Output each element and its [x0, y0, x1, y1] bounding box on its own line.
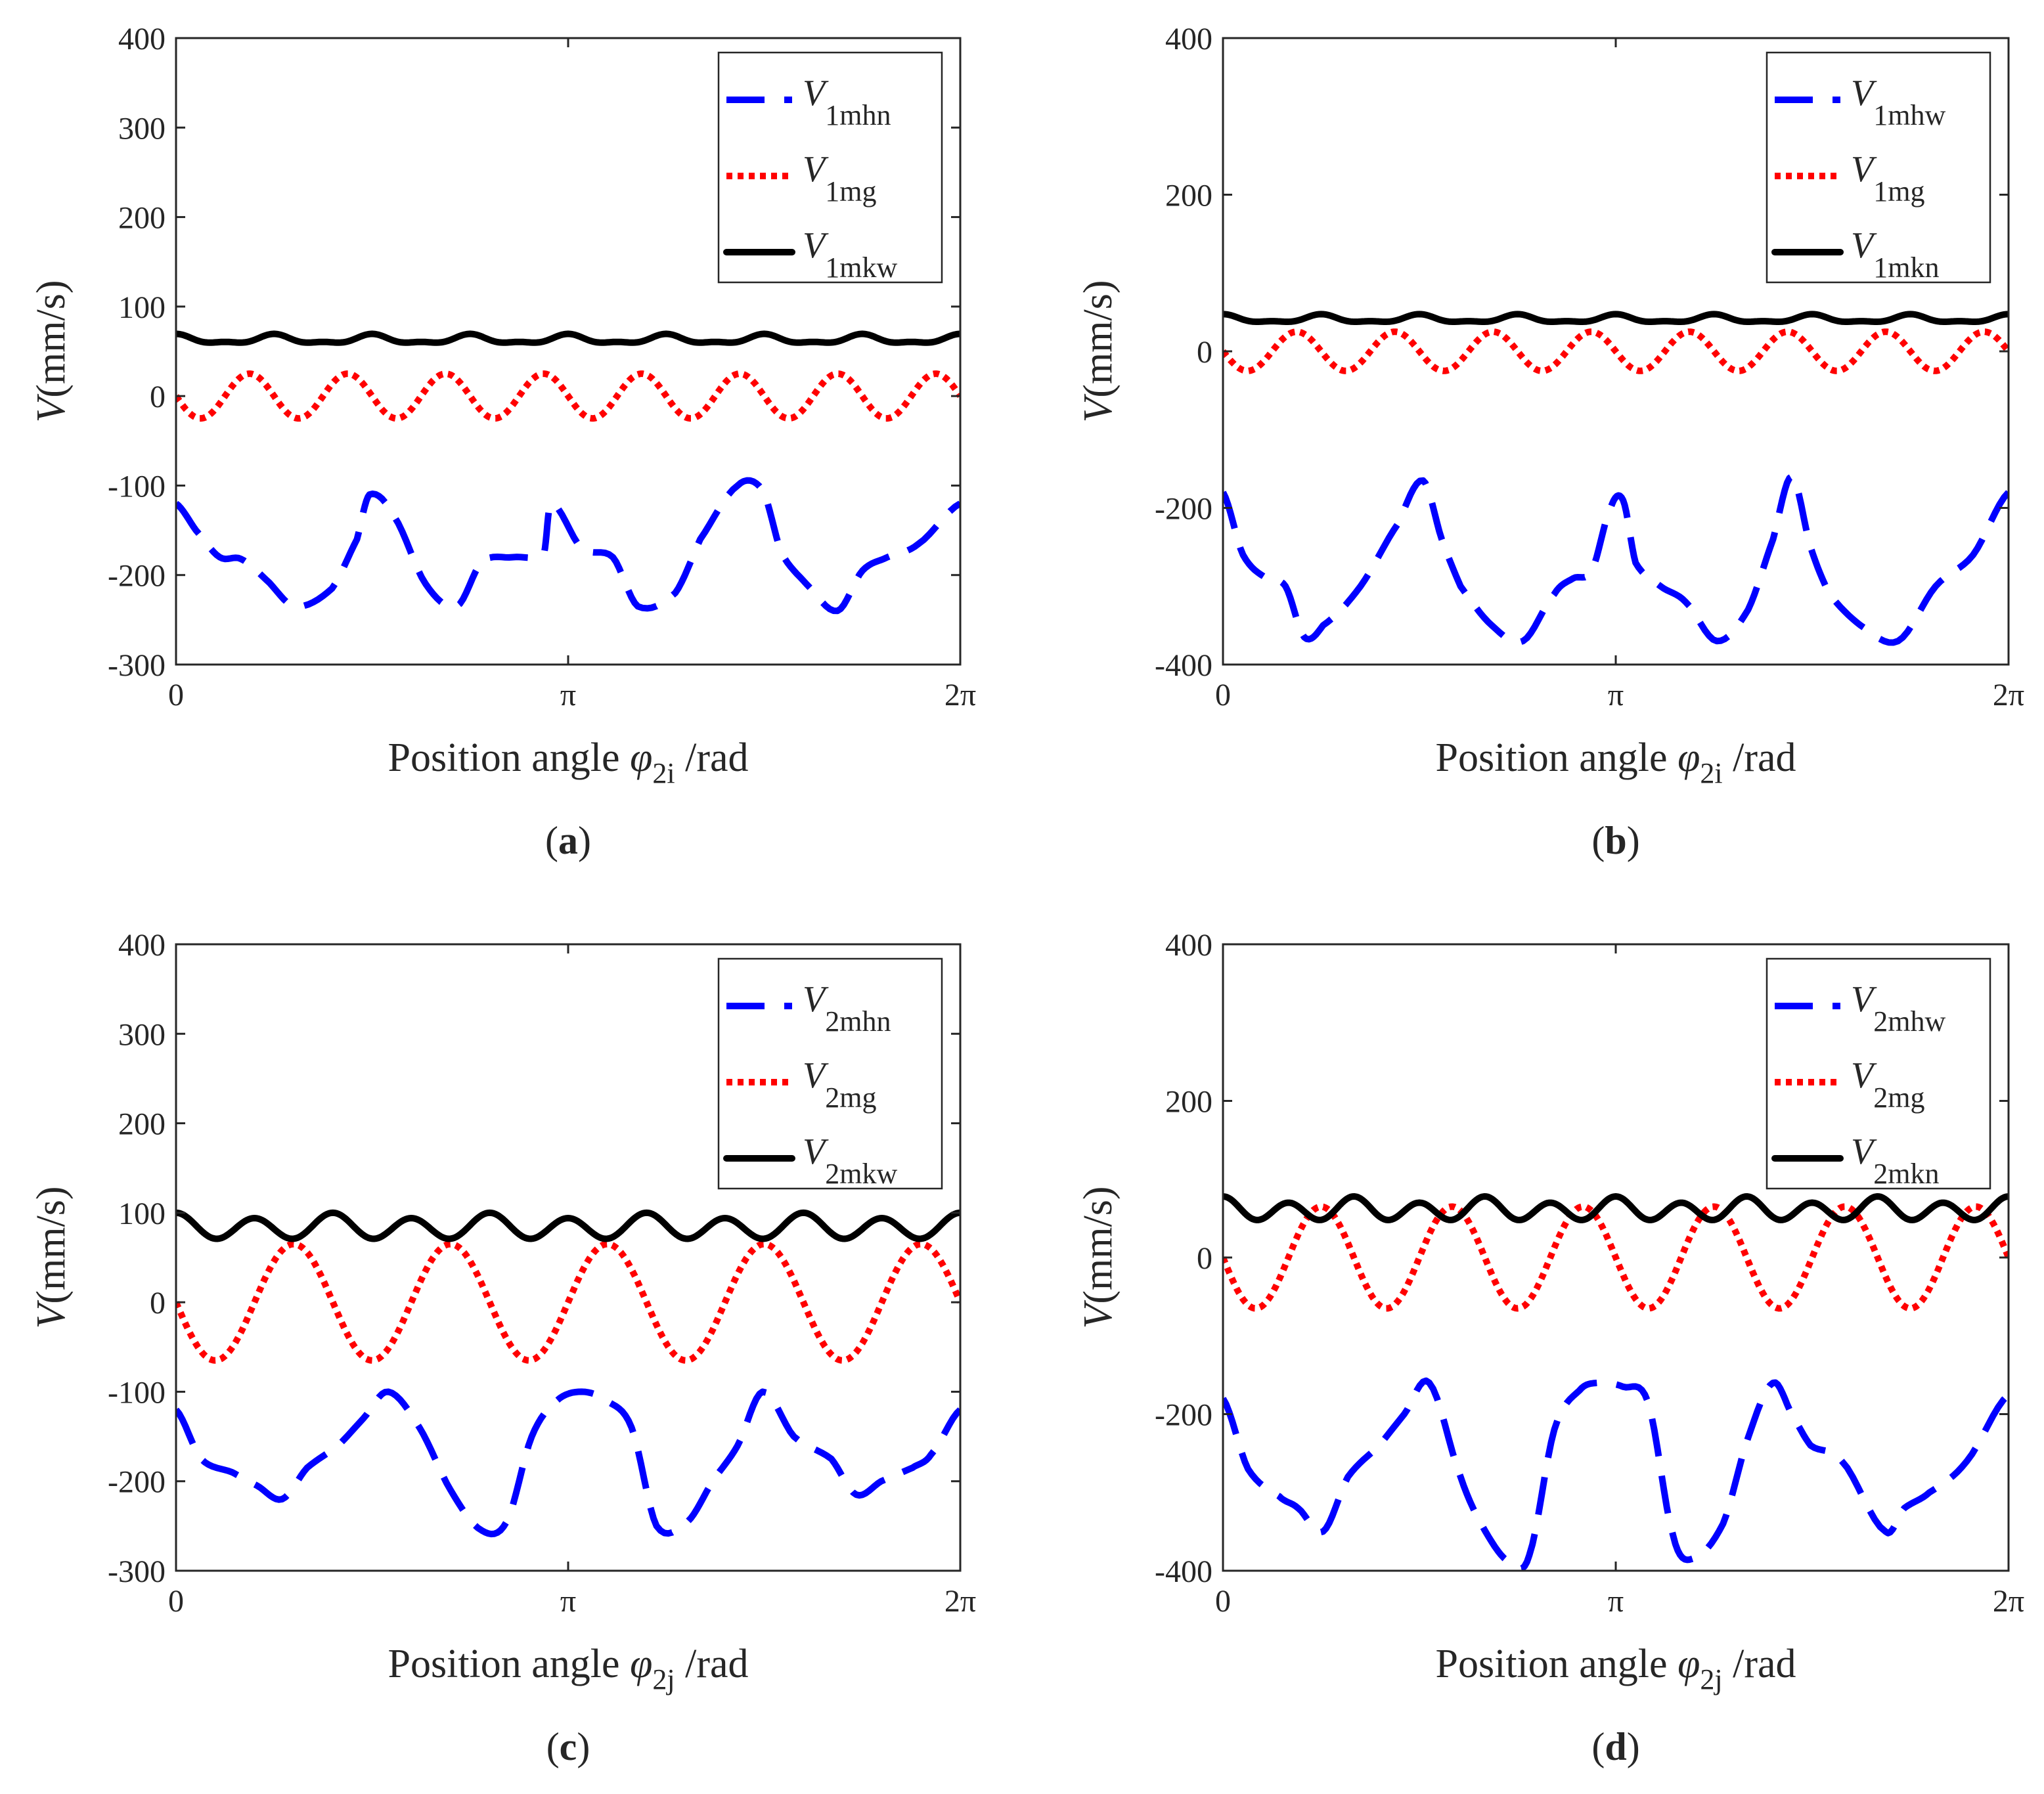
- y-tick-label: 0: [1197, 335, 1212, 370]
- x-axis-label: Position angle φ2j /rad: [388, 1642, 749, 1696]
- series-line-2mg: [176, 1240, 960, 1364]
- legend-box: [717, 957, 943, 1190]
- series-line-2mhw: [1223, 1377, 2009, 1571]
- x-tick-label: π: [1608, 1584, 1624, 1619]
- legend-box: [717, 51, 943, 284]
- x-tick-label: 0: [1215, 678, 1231, 712]
- series-group: [1223, 1193, 2009, 1571]
- legend: V2mhn V2mg V2mkw: [717, 957, 943, 1190]
- y-tick-label: 400: [1165, 22, 1212, 56]
- legend-label-1mhn: V1mhn: [803, 73, 891, 131]
- legend-label-1mg: V1mg: [1851, 149, 1924, 208]
- y-axis-label: V(mm/s): [1076, 1187, 1121, 1329]
- series-group: [1223, 311, 2009, 646]
- y-axis-label: V(mm/s): [29, 280, 74, 423]
- legend-label-2mhw: V2mhw: [1851, 979, 1945, 1038]
- y-tick-label: -200: [1155, 492, 1212, 527]
- y-tick-label: 400: [118, 928, 166, 963]
- y-tick-label: -200: [108, 1465, 166, 1500]
- y-tick-label: -400: [1155, 1554, 1212, 1589]
- chart-panel-b: -400 -200 0 200 400 0 π 2π Position angle φ2i /r…: [1076, 22, 2024, 862]
- series-group: [176, 330, 960, 615]
- x-tick-label: π: [560, 678, 576, 712]
- x-axis-label: Position angle φ2j /rad: [1436, 1642, 1796, 1696]
- x-tick-label: 2π: [944, 678, 976, 712]
- series-line-2mhn: [176, 1388, 960, 1538]
- panels: -300 -200 -100 0 100 200 300 400 0 π 2π Position an…: [29, 22, 2024, 1768]
- legend-label-2mkw: V2mkw: [803, 1131, 897, 1190]
- y-tick-label: 200: [118, 1107, 166, 1142]
- x-tick-label: 0: [168, 1584, 184, 1619]
- y-tick-label: -100: [108, 1375, 166, 1410]
- series-group: [176, 1209, 960, 1538]
- legend: V1mhw V1mg V1mkn: [1766, 51, 1991, 284]
- series-line-2mg: [1223, 1203, 2009, 1312]
- y-tick-label: 0: [150, 380, 166, 414]
- legend-label-2mhn: V2mhn: [803, 979, 891, 1038]
- y-tick-label: -200: [1155, 1398, 1212, 1433]
- legend-label-2mg: V2mg: [1851, 1055, 1924, 1114]
- x-axis-label: Position angle φ2i /rad: [1436, 735, 1796, 789]
- y-tick-label: -300: [108, 648, 166, 683]
- series-line-2mkn: [1223, 1193, 2009, 1223]
- legend-label-1mg: V1mg: [803, 149, 876, 208]
- y-tick-label: -300: [108, 1554, 166, 1589]
- y-tick-label: 300: [118, 111, 166, 146]
- x-tick-label: 2π: [944, 1584, 976, 1619]
- legend-box: [1766, 957, 1991, 1190]
- x-tick-label: 2π: [1993, 678, 2024, 712]
- panel-caption: (a): [545, 819, 591, 862]
- series-line-1mkn: [1223, 311, 2009, 325]
- y-tick-label: -200: [108, 559, 166, 594]
- panel-caption: (d): [1591, 1725, 1639, 1768]
- x-tick-label: 0: [168, 678, 184, 712]
- y-tick-label: 200: [1165, 1085, 1212, 1120]
- y-tick-label: 0: [1197, 1241, 1212, 1276]
- panel-caption: (b): [1591, 819, 1639, 862]
- y-tick-label: -400: [1155, 648, 1212, 683]
- y-tick-label: 400: [118, 22, 166, 56]
- chart-panel-c: -300 -200 -100 0 100 200 300 400 0 π 2π Position an…: [29, 928, 976, 1768]
- legend-label-2mkn: V2mkn: [1851, 1131, 1939, 1190]
- chart-panel-d: -400 -200 0 200 400 0 π 2π Position angle φ2j /r…: [1076, 928, 2024, 1768]
- y-tick-label: 400: [1165, 928, 1212, 963]
- legend-box: [1766, 51, 1991, 284]
- legend-label-1mhw: V1mhw: [1851, 73, 1945, 131]
- series-line-1mhn: [176, 477, 960, 615]
- y-tick-label: 300: [118, 1017, 166, 1052]
- legend-label-1mkn: V1mkn: [1851, 225, 1939, 284]
- y-tick-label: 200: [118, 201, 166, 236]
- y-tick-label: -100: [108, 469, 166, 504]
- y-axis-label: V(mm/s): [1076, 280, 1121, 423]
- x-tick-label: π: [560, 1584, 576, 1619]
- series-line-1mg: [1223, 328, 2009, 374]
- x-axis-label: Position angle φ2i /rad: [388, 735, 749, 789]
- x-tick-label: 0: [1215, 1584, 1231, 1619]
- legend-label-1mkw: V1mkw: [803, 225, 897, 284]
- x-tick-label: π: [1608, 678, 1624, 712]
- legend: V1mhn V1mg V1mkw: [717, 51, 943, 284]
- x-tick-label: 2π: [1993, 1584, 2024, 1619]
- y-tick-label: 0: [150, 1286, 166, 1321]
- y-tick-label: 100: [118, 290, 166, 325]
- y-tick-label: 200: [1165, 179, 1212, 213]
- series-line-2mkw: [176, 1209, 960, 1242]
- panel-caption: (c): [546, 1725, 590, 1768]
- series-line-1mhw: [1223, 473, 2009, 646]
- legend: V2mhw V2mg V2mkn: [1766, 957, 1991, 1190]
- series-line-1mg: [176, 370, 960, 422]
- y-axis-label: V(mm/s): [29, 1187, 74, 1329]
- y-tick-label: 100: [118, 1196, 166, 1231]
- series-line-1mkw: [176, 330, 960, 346]
- chart-panel-a: -300 -200 -100 0 100 200 300 400 0 π 2π Position an…: [29, 22, 976, 862]
- legend-label-2mg: V2mg: [803, 1055, 876, 1114]
